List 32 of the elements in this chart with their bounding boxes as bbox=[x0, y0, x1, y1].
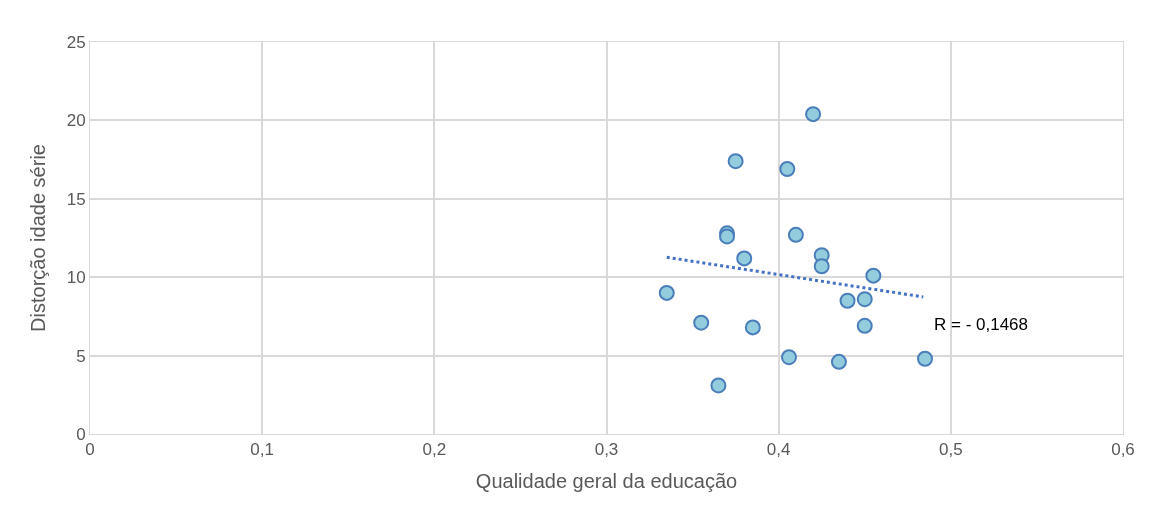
point bbox=[727, 153, 744, 170]
x-axis-title: Qualidade geral da educação bbox=[475, 469, 738, 492]
point bbox=[856, 317, 873, 334]
point bbox=[856, 291, 873, 308]
y-tick-label: 20 bbox=[66, 111, 86, 131]
y-axis-title: Distorção idade série bbox=[27, 144, 50, 332]
point bbox=[710, 377, 727, 394]
x-tick-label: 0,1 bbox=[250, 440, 274, 460]
point bbox=[839, 292, 856, 309]
x-tick-label: 0,2 bbox=[422, 440, 447, 460]
point bbox=[781, 349, 797, 366]
point bbox=[805, 106, 822, 123]
y-tick-label: 10 bbox=[66, 268, 86, 288]
y-tick-label: 5 bbox=[76, 346, 86, 366]
x-tick-label: 0,5 bbox=[939, 440, 963, 460]
point bbox=[830, 353, 847, 370]
point bbox=[779, 161, 796, 177]
point bbox=[865, 267, 882, 284]
y-tick-label: 0 bbox=[76, 424, 86, 444]
point bbox=[658, 284, 675, 301]
point bbox=[744, 319, 761, 336]
y-tick-label: 15 bbox=[66, 189, 86, 209]
point bbox=[813, 258, 830, 275]
point bbox=[693, 314, 710, 331]
y-tick-label: 25 bbox=[66, 32, 86, 52]
x-tick-label: 0,3 bbox=[594, 440, 619, 460]
x-tick-label: 0,4 bbox=[766, 440, 791, 460]
point bbox=[736, 250, 753, 267]
annotation: R = - 0,1468 bbox=[934, 315, 1029, 334]
point bbox=[787, 226, 804, 243]
point bbox=[917, 350, 934, 367]
x-tick-label: 0,6 bbox=[1111, 440, 1135, 460]
